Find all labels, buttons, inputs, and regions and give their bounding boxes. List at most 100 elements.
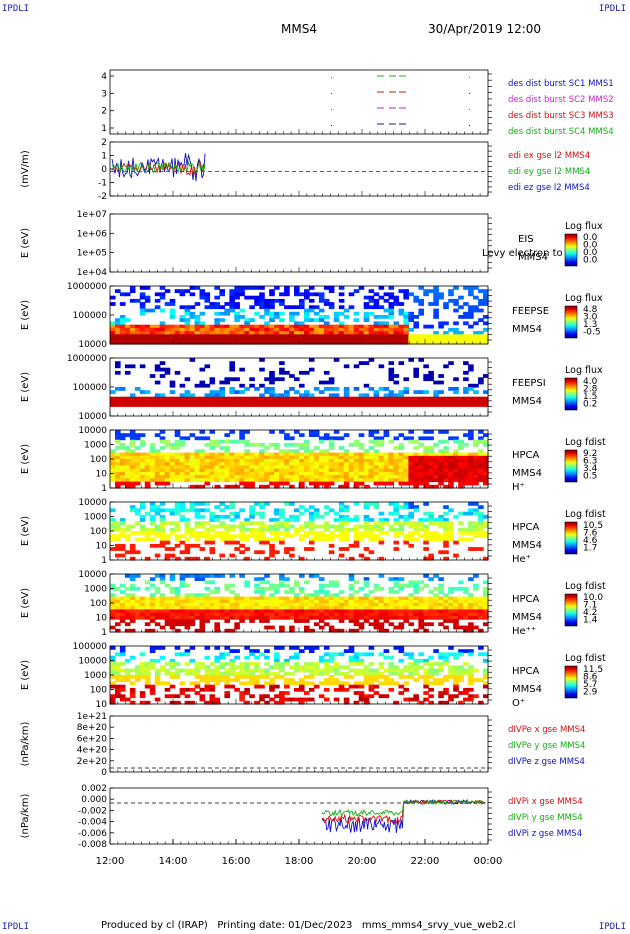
y-tick-label: -0.004	[78, 818, 107, 828]
y-axis-label: E (eV)	[20, 444, 31, 474]
spectrogram-image	[110, 430, 489, 489]
burst-interval	[469, 77, 470, 78]
divpi-trace	[321, 799, 486, 824]
colorbar-title: Log fdist	[565, 437, 606, 448]
y-tick-label: 0	[101, 768, 107, 778]
instrument-label: FEEPSI	[512, 378, 546, 389]
colorbar-tick-label: 1.4	[583, 616, 598, 626]
y-axis-label: E (eV)	[20, 300, 31, 330]
footer-credit: Produced by cl (IRAP) Printing date: 01/…	[101, 920, 516, 931]
y-axis-label: E (eV)	[20, 660, 31, 690]
colorbar-tick-label: 7.1	[583, 601, 597, 611]
colorbar-tick-label: 2.8	[583, 385, 598, 395]
colorbar-tick-label: 3.0	[583, 313, 598, 323]
colorbar-title: Log flux	[565, 293, 603, 304]
edi-trace	[111, 153, 206, 182]
overlay-text: Levy electron to	[482, 248, 563, 259]
instrument-label: EIS	[518, 234, 534, 245]
colorbar-tick-label: 4.8	[583, 305, 598, 315]
instrument-label: MMS4	[518, 252, 548, 263]
colorbar-tick-label: 0.2	[583, 400, 597, 410]
colorbar-title: Log flux	[565, 365, 603, 376]
colorbar-tick-label: 1.3	[583, 320, 597, 330]
colorbar-tick-label: 10.0	[583, 593, 603, 603]
colorbar-title: Log fdist	[565, 653, 606, 664]
instrument-label: He⁺	[512, 554, 531, 565]
colorbar-tick-label: -0.5	[583, 328, 601, 338]
colorbar-tick-label: 0.0	[583, 256, 598, 266]
colorbar-tick-label: 0.0	[583, 248, 598, 258]
colorbar	[564, 449, 578, 483]
instrument-label: MMS4	[512, 468, 542, 479]
y-tick-label: 1	[101, 484, 107, 494]
instrument-label: MMS4	[512, 684, 542, 695]
corner-tag-bottom-left: IPDLI	[2, 922, 30, 932]
x-tick-label: 16:00	[222, 856, 251, 867]
legend-entry: dIVPe x gse MMS4	[508, 725, 585, 735]
spectrogram-image	[110, 358, 489, 407]
panel-frame	[109, 715, 489, 773]
colorbar-tick-label: 11.5	[583, 665, 603, 675]
y-tick-label: 0	[101, 165, 107, 175]
y-tick-label: 10	[96, 700, 108, 710]
panel-frame	[109, 213, 489, 273]
y-tick-label: 100000	[73, 311, 108, 321]
edi-trace	[111, 160, 206, 175]
instrument-label: H⁺	[512, 482, 525, 493]
legend-entry: edi ey gse l2 MMS4	[508, 167, 590, 177]
y-tick-label: 100000	[73, 383, 108, 393]
colorbar-tick-label: 6.3	[583, 457, 597, 467]
legend-entry: des dist burst SC3 MMS3	[508, 111, 614, 121]
date-title: 30/Apr/2019 12:00	[428, 22, 542, 36]
spectrogram-image	[110, 502, 489, 561]
y-tick-label: 1000	[84, 513, 107, 523]
colorbar	[564, 521, 578, 555]
x-tick-label: 12:00	[96, 856, 125, 867]
instrument-label: HPCA	[512, 594, 540, 605]
colorbar	[564, 593, 578, 627]
x-tick-label: 00:00	[474, 856, 503, 867]
y-tick-label: 10000	[78, 426, 107, 436]
instrument-label: MMS4	[512, 396, 542, 407]
colorbar-tick-label: 8.6	[583, 673, 598, 683]
colorbar-tick-label: 2.9	[583, 688, 598, 698]
instrument-label: HPCA	[512, 450, 540, 461]
panel-frame	[109, 787, 489, 845]
y-tick-label: 1	[101, 152, 107, 162]
legend-entry: dIVPe y gse MMS4	[508, 741, 585, 751]
y-tick-label: 1e+06	[77, 229, 108, 239]
y-tick-label: 100	[90, 599, 107, 609]
instrument-label: MMS4	[512, 540, 542, 551]
y-tick-label: 1	[101, 124, 107, 134]
colorbar	[564, 377, 578, 411]
y-tick-label: 10000	[78, 657, 107, 667]
y-axis-label: E (eV)	[20, 516, 31, 546]
burst-interval	[469, 93, 470, 94]
instrument-label: MMS4	[512, 612, 542, 623]
y-tick-label: 1000	[84, 585, 107, 595]
colorbar-tick-label: 4.6	[583, 536, 598, 546]
corner-tag-top-right: IPDLI	[598, 4, 626, 14]
y-tick-label: 0.000	[81, 795, 107, 805]
spectrogram-image	[110, 286, 489, 345]
y-tick-label: -0.002	[78, 806, 107, 816]
y-tick-label: 1e+21	[77, 712, 107, 722]
colorbar-tick-label: 1.5	[583, 392, 597, 402]
y-tick-label: 1e+07	[77, 210, 107, 220]
x-tick-label: 14:00	[159, 856, 188, 867]
colorbar	[564, 305, 578, 339]
corner-tag-top-left: IPDLI	[2, 4, 30, 14]
instrument-label: HPCA	[512, 522, 540, 533]
spectrogram-image	[110, 646, 489, 705]
instrument-label: FEEPSE	[512, 306, 549, 317]
colorbar-tick-label: 0.5	[583, 472, 597, 482]
colorbar-title: Log fdist	[565, 581, 606, 592]
y-tick-label: 1e+04	[77, 268, 108, 278]
burst-interval	[331, 109, 332, 110]
burst-interval	[331, 93, 332, 94]
y-tick-label: -0.006	[78, 829, 107, 839]
y-tick-label: -0.008	[78, 840, 107, 850]
colorbar-tick-label: 0.0	[583, 233, 598, 243]
plot-canvas: 4 3 2 1 des dist burst SC1 MMS1 des dist burs…	[20, 69, 614, 867]
y-tick-label: 1	[101, 556, 107, 566]
